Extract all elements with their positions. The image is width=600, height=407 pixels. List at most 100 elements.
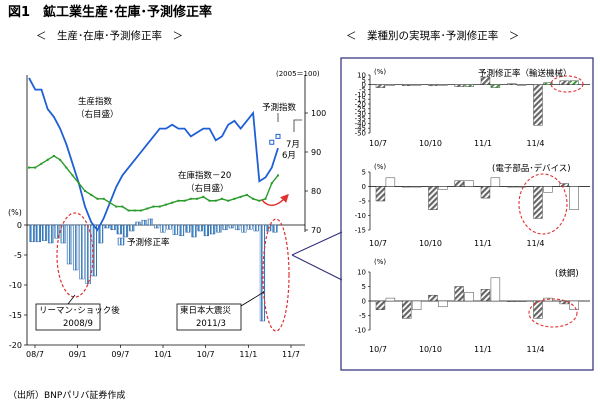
inventory-index-point <box>164 203 167 206</box>
sector-forecast-bar <box>516 300 527 302</box>
forecast-rate-bar <box>60 224 66 244</box>
inventory-label-2: （右目盛） <box>186 183 229 194</box>
sector-forecast-bar <box>464 292 474 302</box>
sector-realized-bar <box>375 186 386 202</box>
sector-realized-bar <box>454 286 464 302</box>
sector-x-tick-label: 11/1 <box>474 139 492 148</box>
sector-x-tick-label: 11/4 <box>527 139 545 148</box>
production-label-1: 生産指数 <box>78 96 113 107</box>
main-left-unit: (%) <box>8 208 22 217</box>
forecast-rate-bar <box>210 224 216 235</box>
sector-forecast-bar <box>438 84 448 86</box>
sector-forecast-bar <box>464 84 474 87</box>
forecast-rate-bar <box>203 224 210 237</box>
inventory-index-point <box>183 199 186 202</box>
forecast-rate-bar <box>66 224 73 265</box>
forecast-rate-bar <box>191 224 197 238</box>
earthquake-callout-pointer <box>240 291 265 307</box>
sector-x-tick-label: 10/10 <box>419 345 442 354</box>
sector-forecast-bar <box>411 300 422 310</box>
sector-forecast-bar <box>516 84 527 86</box>
inventory-index-point <box>208 199 211 202</box>
main-left-tick-label: -10 <box>9 281 22 290</box>
sector-x-tick-label: 11/4 <box>527 345 545 354</box>
sector-realized-bar <box>507 300 517 302</box>
forecast-rate-bar <box>54 224 60 239</box>
sector-tick-label: -35 <box>355 115 366 123</box>
sector-tick-label: 0 <box>362 298 366 306</box>
lehman-label-2: 2008/9 <box>63 319 93 329</box>
forecast-rate-bar <box>228 224 234 229</box>
forecast-rate-bar <box>185 224 191 233</box>
sector-x-tick-label: 11/1 <box>474 345 492 354</box>
inventory-index-line <box>29 155 279 212</box>
sector-realized-bar <box>533 300 543 319</box>
inventory-index-point <box>108 201 111 204</box>
inventory-index-point <box>46 158 49 161</box>
sector-tick-label: -10 <box>355 212 366 220</box>
inventory-index-point <box>239 195 242 198</box>
inventory-index-point <box>71 174 74 177</box>
earthquake-label-2: 2011/3 <box>196 319 226 329</box>
forecast-rate-bar <box>141 219 147 226</box>
main-chart: 0 -5 -10 -15 -20 100 90 80 70 08/7 09/1 09/7 10/1 10/… <box>9 75 343 359</box>
main-x-tick-label: 11/1 <box>239 350 257 359</box>
sector-realized-bar <box>454 180 464 187</box>
main-x-tick-label: 10/1 <box>154 350 172 359</box>
sector-realized-bar <box>507 83 517 85</box>
sector-forecast-bar <box>464 180 474 187</box>
sector-forecast-bar <box>543 186 553 193</box>
forecast-rate-bar <box>35 224 41 243</box>
sector-x-tick-label: 10/7 <box>369 345 387 354</box>
earthquake-label-1: 東日本大震災 <box>180 305 232 316</box>
sector-tick-label: -5 <box>359 312 366 320</box>
main-right-tick-label: 70 <box>311 226 321 235</box>
inventory-index-point <box>258 199 261 202</box>
sector-realized-bar <box>375 84 386 88</box>
sector-realized-bar <box>480 186 491 199</box>
main-right-tick-label: 90 <box>311 148 321 157</box>
sector-tick-label: 5 <box>362 169 366 177</box>
steel-unit: (%) <box>374 258 386 266</box>
lehman-label-1: リーマン･ショック後 <box>39 305 120 316</box>
inventory-index-point <box>96 197 99 200</box>
forecast-rate-bar <box>29 224 35 243</box>
sector-realized-bar <box>402 84 412 86</box>
forecast-rate-bar <box>73 224 79 271</box>
lehman-callout-pointer <box>67 294 76 305</box>
forecast-rate-bar <box>104 224 110 229</box>
inventory-index-point <box>52 154 55 157</box>
main-x-tick-label: 09/1 <box>69 350 87 359</box>
main-left-tick-label: -20 <box>9 341 22 350</box>
inventory-index-point <box>245 193 248 196</box>
inventory-index-point <box>233 197 236 200</box>
forecast-rate-bar <box>172 224 178 235</box>
forecast-rate-bar <box>247 224 253 230</box>
sector-highlight-ellipse <box>518 173 568 235</box>
inventory-index-point <box>77 182 80 185</box>
sector-tick-label: -10 <box>355 327 366 335</box>
inventory-index-point <box>28 166 30 169</box>
main-right-unit: (2005＝100) <box>276 70 320 78</box>
forecast-rate-bar <box>166 224 172 230</box>
sector-forecast-bar <box>411 186 422 188</box>
sector-forecast-bar <box>569 300 579 310</box>
sector-x-tick-label: 10/7 <box>369 139 387 148</box>
sector-tick-label: -5 <box>359 198 366 206</box>
forecast-rate-bar <box>216 224 222 233</box>
sector-x-tick-label: 11/4 <box>527 239 545 248</box>
forecast-rate-bar <box>153 224 160 229</box>
forecast-rate-bar <box>41 224 48 241</box>
sector-forecast-bar <box>490 84 501 88</box>
source-note: （出所）BNPパリバ証券作成 <box>8 389 125 401</box>
main-right-tick-label: 100 <box>311 109 326 118</box>
panel-connector-bottom <box>291 254 343 281</box>
main-left-tick-label: -15 <box>9 311 22 320</box>
sector-x-tick-label: 10/10 <box>419 239 442 248</box>
sector-highlight-ellipse <box>528 298 578 328</box>
inventory-index-point <box>252 197 255 200</box>
inventory-index-point <box>140 209 143 212</box>
inventory-index-point <box>220 197 223 200</box>
